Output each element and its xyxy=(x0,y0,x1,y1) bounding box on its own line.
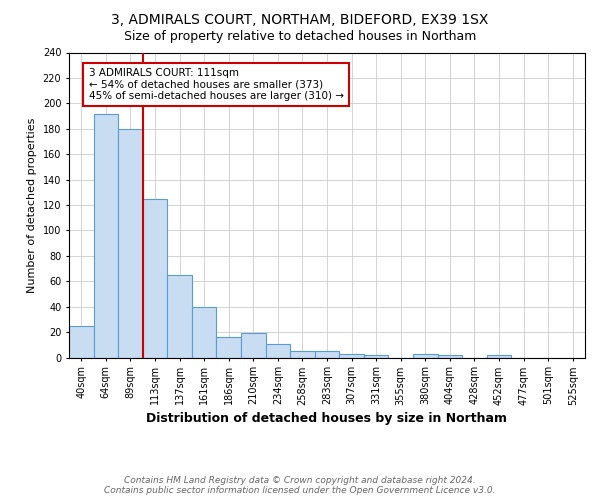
Bar xyxy=(437,355,462,358)
Bar xyxy=(192,306,217,358)
Bar xyxy=(69,326,94,358)
Bar xyxy=(94,114,118,358)
Bar xyxy=(315,351,339,358)
Text: Size of property relative to detached houses in Northam: Size of property relative to detached ho… xyxy=(124,30,476,43)
Bar xyxy=(167,275,192,357)
Text: 3 ADMIRALS COURT: 111sqm
← 54% of detached houses are smaller (373)
45% of semi-: 3 ADMIRALS COURT: 111sqm ← 54% of detach… xyxy=(89,68,344,101)
Bar xyxy=(290,351,315,358)
Bar xyxy=(487,355,511,358)
Bar xyxy=(266,344,290,357)
Bar xyxy=(118,128,143,358)
Bar xyxy=(339,354,364,358)
Y-axis label: Number of detached properties: Number of detached properties xyxy=(27,118,37,292)
Bar xyxy=(413,354,437,358)
Bar xyxy=(241,334,266,357)
Bar xyxy=(364,355,388,358)
X-axis label: Distribution of detached houses by size in Northam: Distribution of detached houses by size … xyxy=(146,412,508,424)
Text: Contains HM Land Registry data © Crown copyright and database right 2024.
Contai: Contains HM Land Registry data © Crown c… xyxy=(104,476,496,495)
Bar xyxy=(217,337,241,357)
Bar xyxy=(143,198,167,358)
Text: 3, ADMIRALS COURT, NORTHAM, BIDEFORD, EX39 1SX: 3, ADMIRALS COURT, NORTHAM, BIDEFORD, EX… xyxy=(112,12,488,26)
